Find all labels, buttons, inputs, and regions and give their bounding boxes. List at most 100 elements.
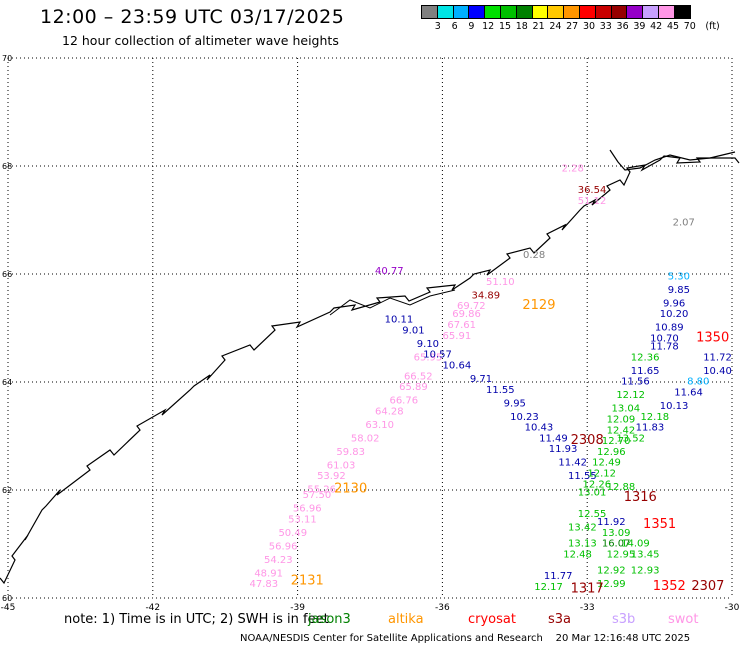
lon-tick-label: -45 <box>1 603 16 613</box>
satellite-legend-cryosat: cryosat <box>468 612 516 627</box>
color-scale-label: 45 <box>666 21 680 32</box>
wave-height-value: 58.02 <box>351 433 380 444</box>
color-scale-label: 21 <box>532 21 545 32</box>
wave-height-value: 2129 <box>522 298 555 313</box>
wave-height-value: 65.91 <box>443 331 472 342</box>
lon-tick-label: -36 <box>435 603 450 613</box>
wave-height-value: 13.09 <box>602 528 631 539</box>
wave-height-value: 2.07 <box>673 217 695 228</box>
wave-height-value: 1351 <box>643 517 676 532</box>
lat-tick-label: 62 <box>2 486 12 495</box>
wave-height-value: 34.89 <box>472 290 501 301</box>
wave-height-value: 12.12 <box>587 469 616 480</box>
wave-height-value: 11.42 <box>558 458 587 469</box>
color-scale-cell <box>484 5 501 19</box>
wave-height-value: 10.43 <box>525 423 554 434</box>
satellite-legend-s3a: s3a <box>548 612 572 627</box>
color-scale-cell <box>452 5 470 19</box>
wave-height-value: 10.89 <box>655 323 684 334</box>
color-scale-label: 12 <box>482 21 495 32</box>
color-scale-label: 24 <box>549 21 562 32</box>
wave-height-value: 55.26 <box>307 485 336 496</box>
wave-height-value: 12.95 <box>607 550 636 561</box>
wave-height-value: 0.28 <box>523 250 545 261</box>
wave-height-value: 13.42 <box>568 523 597 534</box>
color-scale-label: 36 <box>616 21 629 32</box>
wave-height-value: 50.49 <box>278 528 307 539</box>
wave-height-value: 9.96 <box>663 298 685 309</box>
color-scale-cell <box>531 5 549 19</box>
wave-height-value: 40.77 <box>375 266 404 277</box>
lat-tick-label: 68 <box>2 162 12 171</box>
wave-height-value: 47.83 <box>249 579 278 590</box>
color-scale-cell <box>626 5 644 19</box>
color-scale-cell <box>499 5 517 19</box>
satellite-legend-jason3: jason3 <box>308 612 351 627</box>
color-scale-cell <box>515 5 533 19</box>
wave-height-value: 12.18 <box>640 412 669 423</box>
wave-height-value: 64.28 <box>375 406 404 417</box>
wave-height-value: 10.23 <box>510 412 539 423</box>
wave-height-value: 14.09 <box>621 539 650 550</box>
wave-height-value: 2307 <box>691 579 724 594</box>
wave-height-observations: 2.2836.5451.122.070.2840.7751.1034.8969.… <box>249 163 731 596</box>
wave-height-value: 2.28 <box>562 163 584 174</box>
wave-height-value: 2308 <box>571 433 604 448</box>
wave-height-value: 12.96 <box>597 447 626 458</box>
color-scale-label: 6 <box>451 21 458 32</box>
wave-height-value: 11.56 <box>621 377 650 388</box>
wave-height-value: 1352 <box>653 579 686 594</box>
wave-height-value: 11.55 <box>486 385 515 396</box>
wave-height-value: 61.03 <box>327 460 356 471</box>
legend-note: note: 1) Time is in UTC; 2) SWH is in fe… <box>64 612 329 627</box>
wave-height-value: 12.26 <box>583 479 612 490</box>
color-scale-labels: 3 6 9 12 15 18 21 24 27 30 33 36 39 42 45 70 (ft) <box>422 21 732 35</box>
wave-height-value: 10.20 <box>660 309 689 320</box>
color-scale-cell <box>436 5 454 19</box>
wave-height-value: 69.72 <box>457 301 486 312</box>
wave-height-value: 54.23 <box>264 555 293 566</box>
wave-height-value: 8.80 <box>687 377 709 388</box>
wave-height-value: 56.96 <box>269 541 298 552</box>
color-scale-label: 18 <box>515 21 528 32</box>
footer-timestamp: 20 Mar 12:16:48 UTC 2025 <box>555 633 691 644</box>
wave-height-value: 69.86 <box>452 309 481 320</box>
color-scale-cell <box>673 5 691 19</box>
coastline-path <box>0 155 740 585</box>
lat-tick-label: 66 <box>2 270 12 279</box>
wave-height-value: 65.95 <box>414 352 443 363</box>
wave-height-value: 12.70 <box>602 436 631 447</box>
color-scale-cell <box>642 5 659 19</box>
color-scale-label: 9 <box>468 21 475 32</box>
color-scale-label: 30 <box>582 21 596 32</box>
wave-height-value: 56.96 <box>293 504 322 515</box>
wave-height-value: 9.85 <box>668 285 690 296</box>
wave-height-value: 10.64 <box>443 361 472 372</box>
color-scale-cell <box>563 5 580 19</box>
color-scale-label: (ft) <box>705 21 720 32</box>
wave-height-value: 67.61 <box>447 320 476 331</box>
wave-height-value: 11.49 <box>539 433 568 444</box>
color-scale-label: 70 <box>683 21 696 32</box>
coastline-inlet-path <box>329 289 456 316</box>
greenland-coastline <box>0 149 740 585</box>
wave-height-value: 11.92 <box>597 517 626 528</box>
wave-height-value: 12.17 <box>534 582 563 593</box>
color-scale-cell <box>547 5 565 19</box>
wave-height-value: 9.95 <box>504 398 526 409</box>
lat-tick-label: 64 <box>2 378 12 387</box>
wave-height-value: 66.76 <box>389 396 418 407</box>
wave-height-value: 65.89 <box>399 382 428 393</box>
satellite-legend-altika: altika <box>388 612 424 627</box>
color-scale-label: 39 <box>633 21 646 32</box>
wave-height-value: 13.13 <box>568 539 597 550</box>
wave-height-value: 9.01 <box>402 325 424 336</box>
wave-height-value: 9.71 <box>470 374 492 385</box>
lon-tick-label: -30 <box>725 603 740 613</box>
color-scale-cell <box>610 5 628 19</box>
wave-height-value: 1316 <box>624 490 657 505</box>
wave-height-value: 36.54 <box>578 185 607 196</box>
wave-height-value: 11.65 <box>631 366 660 377</box>
wave-height-value: 12.93 <box>631 566 660 577</box>
lon-tick-label: -33 <box>580 603 595 613</box>
